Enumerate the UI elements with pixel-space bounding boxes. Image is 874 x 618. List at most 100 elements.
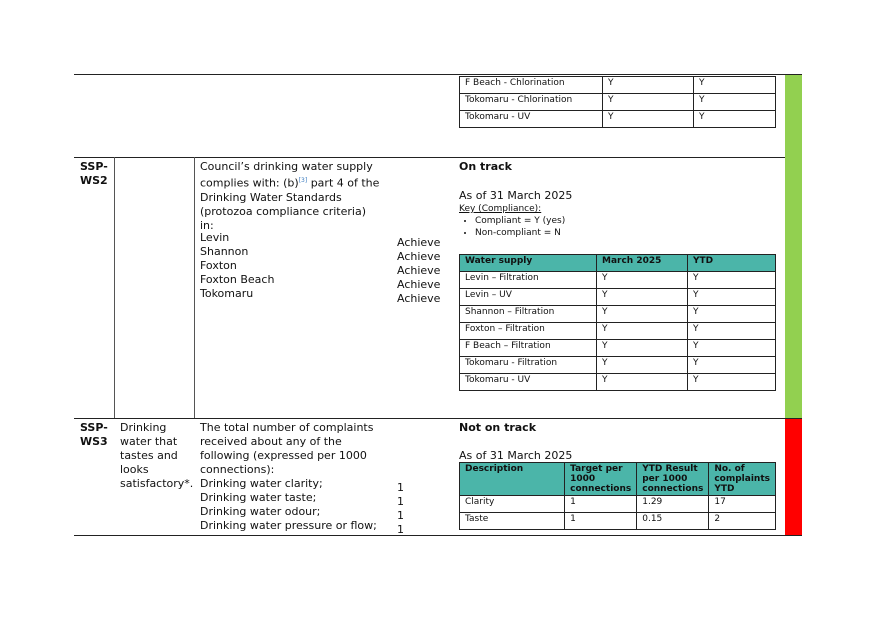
- complaint-item: Drinking water pressure or flow;: [200, 519, 377, 532]
- table-cell: 17: [708, 495, 776, 513]
- column-header: No. of complaints YTD: [708, 462, 776, 496]
- table-cell: 1.29: [636, 495, 710, 513]
- ws3-target-list: 1 1 1 1: [397, 481, 404, 537]
- table-row: F Beach - Chlorination Y Y: [459, 76, 776, 94]
- ws3-measure-text: The total number of complaints received …: [200, 421, 374, 476]
- table-cell: Y: [596, 322, 688, 340]
- measure-code-ws3: SSP- WS3: [80, 421, 108, 448]
- key-item: Non-compliant = N: [475, 227, 565, 239]
- ws2-status: On track: [459, 160, 512, 173]
- table-cell: Levin – UV: [459, 288, 597, 306]
- ws2-location-list: Levin Shannon Foxton Foxton Beach Tokoma…: [200, 231, 274, 301]
- table-cell: Y: [602, 110, 694, 128]
- measure-code-ws2: SSP- WS2: [80, 160, 108, 187]
- table-cell: Y: [687, 305, 776, 323]
- row-divider-top: [74, 74, 802, 75]
- target-value: Achieve: [397, 292, 441, 305]
- row-divider-ws3: [74, 418, 802, 419]
- column-divider: [194, 157, 195, 418]
- table-cell: Y: [596, 288, 688, 306]
- target-value: Achieve: [397, 264, 441, 277]
- ws2-key-list: Compliant = Y (yes) Non-compliant = N: [459, 215, 565, 239]
- complaint-item: Drinking water clarity;: [200, 477, 323, 490]
- column-header: Water supply: [459, 254, 597, 272]
- table-row: Tokomaru - Filtration Y Y: [459, 356, 776, 374]
- location: Tokomaru: [200, 287, 254, 300]
- table-cell: Tokomaru - Filtration: [459, 356, 597, 374]
- ws2-target-list: Achieve Achieve Achieve Achieve Achieve: [397, 236, 440, 306]
- column-header: Target per 1000 connections: [564, 462, 638, 496]
- table-row: Levin – Filtration Y Y: [459, 271, 776, 289]
- table-cell: 1: [564, 495, 638, 513]
- ws3-complaints-table: Description Target per 1000 connections …: [458, 462, 776, 530]
- table-row: Taste 1 0.15 2: [458, 512, 776, 530]
- ws3-as-of: As of 31 March 2025: [459, 449, 573, 462]
- column-divider: [114, 157, 115, 418]
- complaint-item: Drinking water odour;: [200, 505, 321, 518]
- table-cell: Tokomaru - UV: [459, 373, 597, 391]
- target-value: 1: [397, 523, 404, 536]
- table-cell: Y: [687, 339, 776, 357]
- table-cell: Y: [693, 93, 776, 111]
- table-row: Tokomaru - Chlorination Y Y: [459, 93, 776, 111]
- ws3-level-of-service: Drinking water that tastes and looks sat…: [120, 421, 194, 490]
- ws2-compliance-table: Water supply March 2025 YTD Levin – Filt…: [459, 254, 776, 391]
- table-cell: Y: [687, 322, 776, 340]
- row-divider-bottom: [74, 535, 802, 536]
- ws1-continuation-table: F Beach - Chlorination Y Y Tokomaru - Chlor…: [459, 76, 776, 128]
- table-cell: Foxton – Filtration: [459, 322, 597, 340]
- table-cell: Y: [602, 93, 694, 111]
- location: Levin: [200, 231, 230, 244]
- complaint-item: Drinking water taste;: [200, 491, 317, 504]
- table-cell: 2: [708, 512, 776, 530]
- column-header: YTD Result per 1000 connections: [636, 462, 710, 496]
- ws3-item-list: Drinking water clarity; Drinking water t…: [200, 477, 377, 533]
- table-cell: Y: [596, 339, 688, 357]
- table-cell: Taste: [458, 512, 566, 530]
- table-cell: Levin – Filtration: [459, 271, 597, 289]
- ws3-status: Not on track: [459, 421, 537, 434]
- status-bar-green: [785, 75, 802, 418]
- column-header: March 2025: [596, 254, 688, 272]
- table-row: Tokomaru - UV Y Y: [459, 373, 776, 391]
- column-header: Description: [458, 462, 566, 496]
- table-cell: Tokomaru - UV: [459, 110, 603, 128]
- target-value: Achieve: [397, 278, 441, 291]
- key-item: Compliant = Y (yes): [475, 215, 565, 227]
- table-cell: Y: [602, 76, 694, 94]
- target-value: 1: [397, 481, 404, 494]
- ws2-key-title: Key (Compliance):: [459, 204, 542, 214]
- table-cell: Y: [687, 356, 776, 374]
- target-value: Achieve: [397, 236, 441, 249]
- status-bar-red: [785, 419, 802, 535]
- location: Shannon: [200, 245, 249, 258]
- footnote-link[interactable]: [3]: [298, 177, 308, 184]
- column-header: YTD: [687, 254, 776, 272]
- table-row: F Beach – Filtration Y Y: [459, 339, 776, 357]
- table-cell: Y: [596, 356, 688, 374]
- table-cell: F Beach – Filtration: [459, 339, 597, 357]
- row-divider-ws2: [74, 157, 802, 158]
- target-value: 1: [397, 509, 404, 522]
- table-cell: 0.15: [636, 512, 710, 530]
- table-cell: Y: [687, 288, 776, 306]
- table-cell: Clarity: [458, 495, 566, 513]
- table-cell: Tokomaru - Chlorination: [459, 93, 603, 111]
- table-cell: Y: [687, 271, 776, 289]
- table-row: Tokomaru - UV Y Y: [459, 110, 776, 128]
- table-row: Levin – UV Y Y: [459, 288, 776, 306]
- table-row: Clarity 1 1.29 17: [458, 495, 776, 513]
- target-value: Achieve: [397, 250, 441, 263]
- ws2-as-of: As of 31 March 2025: [459, 189, 573, 202]
- table-cell: Y: [596, 271, 688, 289]
- table-cell: 1: [564, 512, 638, 530]
- target-value: 1: [397, 495, 404, 508]
- table-cell: Y: [687, 373, 776, 391]
- table-cell: Y: [693, 76, 776, 94]
- table-cell: Shannon – Filtration: [459, 305, 597, 323]
- ws2-measure-text: Council’s drinking water supply complies…: [200, 160, 380, 232]
- table-cell: Y: [596, 373, 688, 391]
- location: Foxton Beach: [200, 273, 275, 286]
- table-row: Foxton – Filtration Y Y: [459, 322, 776, 340]
- table-cell: Y: [596, 305, 688, 323]
